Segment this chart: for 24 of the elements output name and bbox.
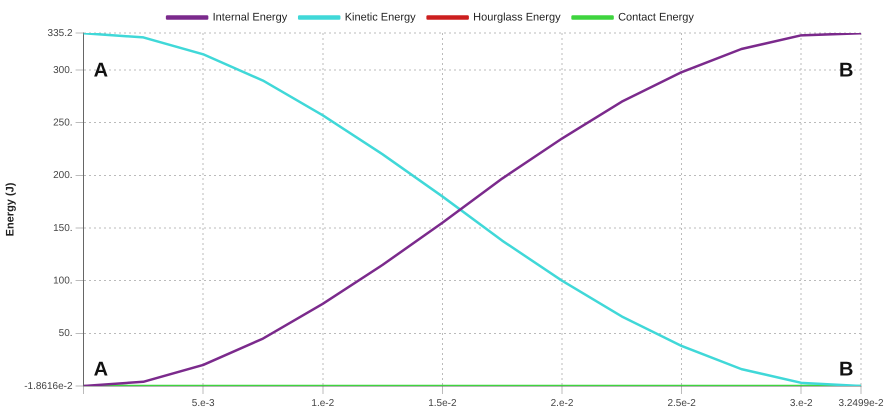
y-tick-label: 200. [53,170,73,182]
x-tick-label: 3.e-2 [790,398,814,409]
x-tick-label: 1.5e-2 [428,398,458,409]
annotation: B [839,60,854,82]
x-tick-label: 3.2499e-2 [838,398,884,409]
x-tick-label: 2.e-2 [550,398,574,409]
legend-label: Kinetic Energy [344,12,416,24]
x-tick-label: 5.e-3 [192,398,216,409]
y-tick-label: 250. [53,117,73,128]
y-tick-label: -1.8616e-2 [24,380,73,392]
legend-label: Contact Energy [618,12,694,24]
x-tick-label: 2.5e-2 [667,398,696,409]
y-tick-label: 300. [53,64,73,76]
y-tick-label: 150. [53,222,73,234]
y-tick-label: 100. [53,275,73,286]
legend-label: Hourglass Energy [473,12,562,24]
annotation: A [94,358,108,381]
x-tick-label: 1.e-2 [311,398,335,409]
y-axis-title: Energy (J) [4,182,17,236]
y-tick-label: 50. [58,328,73,340]
annotation: A [94,60,108,82]
legend-label: Internal Energy [212,12,288,24]
y-tick-label: 335.2 [48,28,73,39]
annotation: B [839,358,854,381]
